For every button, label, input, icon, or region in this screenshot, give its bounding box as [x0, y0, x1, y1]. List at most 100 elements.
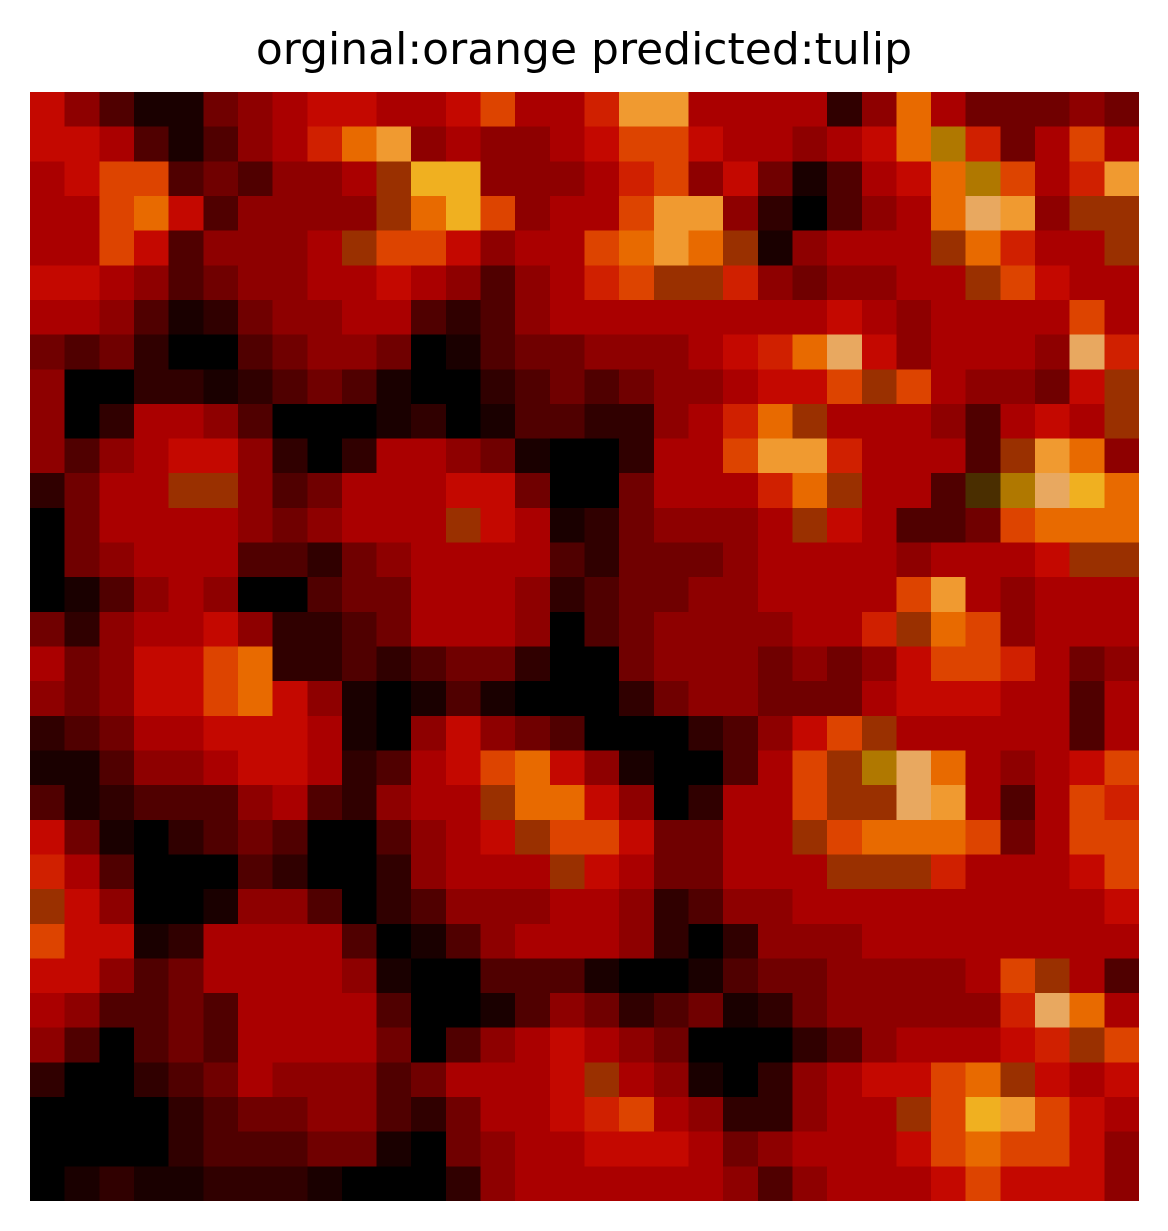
pixel-cell	[688, 334, 724, 370]
pixel-cell	[99, 646, 135, 682]
pixel-cell	[480, 750, 516, 786]
pixel-cell	[549, 819, 586, 856]
pixel-cell	[619, 577, 655, 613]
pixel-cell	[723, 715, 759, 752]
pixel-cell	[99, 785, 135, 821]
pixel-cell	[515, 1062, 551, 1098]
pixel-cell	[1035, 299, 1071, 336]
pixel-cell	[965, 993, 1001, 1029]
pixel-cell	[411, 1166, 447, 1201]
pixel-cell	[1000, 1131, 1036, 1167]
pixel-cell	[619, 92, 655, 128]
pixel-cell	[931, 542, 967, 578]
pixel-cell	[653, 1166, 690, 1201]
pixel-cell	[445, 1166, 482, 1201]
pixel-cell	[272, 473, 308, 509]
pixel-cell	[896, 1097, 932, 1133]
pixel-cell	[99, 473, 135, 509]
pixel-cell	[861, 126, 898, 162]
pixel-cell	[931, 715, 967, 752]
pixel-cell	[272, 403, 308, 440]
pixel-cell	[792, 1097, 828, 1133]
pixel-cell	[584, 1131, 620, 1167]
pixel-cell	[445, 681, 482, 717]
pixel-cell	[341, 92, 378, 128]
pixel-cell	[203, 369, 239, 405]
pixel-cell	[307, 1027, 343, 1063]
pixel-cell	[619, 681, 655, 717]
pixel-cell	[237, 819, 274, 856]
pixel-cell	[30, 161, 66, 197]
pixel-cell	[341, 334, 378, 370]
pixel-cell	[896, 195, 932, 232]
pixel-cell	[965, 611, 1001, 648]
pixel-cell	[1104, 126, 1139, 162]
pixel-cell	[307, 1097, 343, 1133]
pixel-cell	[445, 715, 482, 752]
pixel-cell	[445, 473, 482, 509]
pixel-cell	[549, 715, 586, 752]
pixel-cell	[1069, 993, 1105, 1029]
pixel-cell	[411, 1097, 447, 1133]
pixel-cell	[445, 785, 482, 821]
pixel-cell	[827, 819, 863, 856]
pixel-cell	[376, 126, 412, 162]
pixel-cell	[861, 785, 898, 821]
pixel-cell	[653, 403, 690, 440]
pixel-cell	[411, 1027, 447, 1063]
pixel-cell	[307, 958, 343, 994]
pixel-cell	[445, 230, 482, 266]
pixel-cell	[307, 403, 343, 440]
pixel-cell	[307, 438, 343, 474]
pixel-cell	[965, 473, 1001, 509]
pixel-cell	[203, 889, 239, 925]
pixel-cell	[203, 126, 239, 162]
pixel-cell	[757, 854, 794, 890]
pixel-cell	[64, 1097, 100, 1133]
pixel-cell	[619, 195, 655, 232]
pixel-cell	[584, 473, 620, 509]
pixel-cell	[896, 230, 932, 266]
pixel-cell	[376, 438, 412, 474]
pixel-cell	[272, 715, 308, 752]
pixel-cell	[411, 195, 447, 232]
pixel-cell	[792, 126, 828, 162]
pixel-cell	[307, 334, 343, 370]
pixel-cell	[1069, 265, 1105, 301]
pixel-cell	[341, 854, 378, 890]
pixel-cell	[376, 750, 412, 786]
pixel-cell	[272, 819, 308, 856]
pixel-cell	[723, 993, 759, 1029]
pixel-cell	[1000, 577, 1036, 613]
pixel-cell	[515, 819, 551, 856]
pixel-cell	[99, 369, 135, 405]
pixel-cell	[619, 403, 655, 440]
pixel-grid	[30, 92, 1139, 1201]
pixel-cell	[480, 230, 516, 266]
pixel-cell	[168, 611, 204, 648]
pixel-cell	[1035, 577, 1071, 613]
pixel-cell	[723, 438, 759, 474]
pixel-cell	[203, 681, 239, 717]
pixel-cell	[757, 195, 794, 232]
pixel-cell	[861, 438, 898, 474]
pixel-cell	[1069, 611, 1105, 648]
pixel-cell	[480, 889, 516, 925]
pixel-cell	[411, 993, 447, 1029]
pixel-cell	[619, 507, 655, 544]
pixel-cell	[133, 958, 170, 994]
pixel-cell	[757, 92, 794, 128]
pixel-cell	[480, 958, 516, 994]
pixel-cell	[688, 299, 724, 336]
pixel-cell	[965, 646, 1001, 682]
pixel-cell	[99, 715, 135, 752]
pixel-cell	[1035, 1166, 1071, 1201]
pixel-cell	[723, 611, 759, 648]
pixel-cell	[515, 369, 551, 405]
pixel-cell	[30, 889, 66, 925]
pixel-cell	[341, 126, 378, 162]
pixel-cell	[861, 1166, 898, 1201]
pixel-cell	[584, 681, 620, 717]
pixel-cell	[549, 161, 586, 197]
pixel-cell	[1000, 1027, 1036, 1063]
